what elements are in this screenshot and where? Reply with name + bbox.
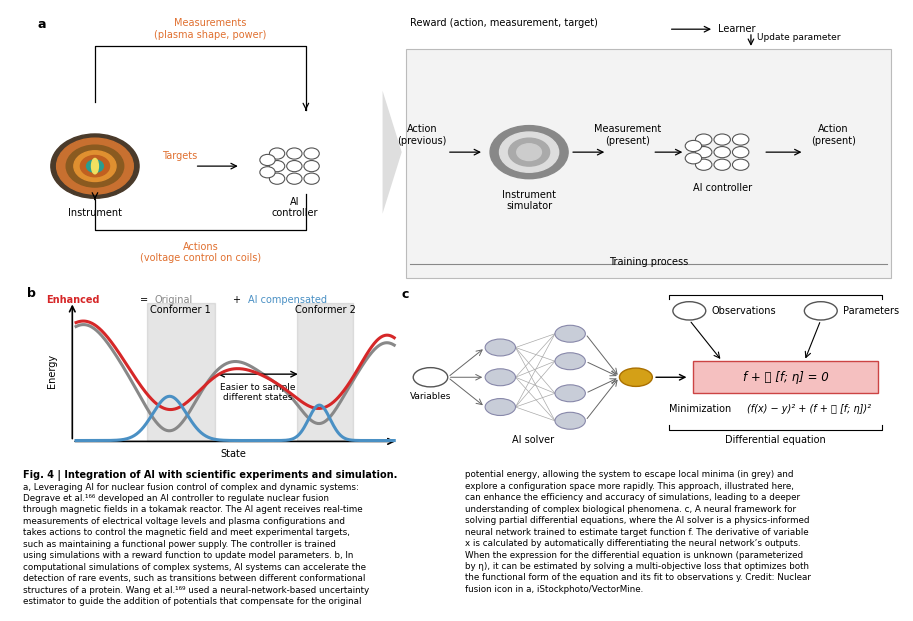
Circle shape: [509, 138, 550, 166]
Text: Enhanced: Enhanced: [46, 294, 100, 304]
Circle shape: [555, 412, 585, 429]
Text: Learner: Learner: [718, 24, 756, 34]
Text: Variables: Variables: [410, 392, 451, 401]
Text: State: State: [220, 449, 247, 459]
Text: (f(x) − y)² + (f + 픣 [f; η])²: (f(x) − y)² + (f + 픣 [f; η])²: [747, 404, 871, 414]
Text: a, Leveraging AI for nuclear fusion control of complex and dynamic systems:
Degr: a, Leveraging AI for nuclear fusion cont…: [23, 483, 369, 606]
Text: Actions
(voltage control on coils): Actions (voltage control on coils): [140, 242, 261, 263]
Ellipse shape: [91, 158, 99, 174]
Circle shape: [66, 145, 123, 187]
Circle shape: [414, 368, 447, 387]
Text: a: a: [37, 18, 46, 31]
Circle shape: [269, 160, 285, 171]
Circle shape: [287, 148, 302, 159]
Text: Targets: Targets: [162, 150, 197, 160]
Text: Energy: Energy: [47, 353, 57, 388]
Circle shape: [555, 353, 585, 369]
Circle shape: [714, 147, 730, 158]
Text: η: η: [817, 306, 824, 316]
FancyBboxPatch shape: [694, 361, 878, 393]
Text: AI solver: AI solver: [512, 435, 554, 445]
Text: AI
controller: AI controller: [271, 197, 318, 219]
Text: Original: Original: [154, 294, 193, 304]
Circle shape: [696, 134, 712, 145]
Text: Fig. 4 | Integration of AI with scientific experiments and simulation.: Fig. 4 | Integration of AI with scientif…: [23, 470, 397, 481]
Text: Training process: Training process: [609, 256, 687, 267]
Circle shape: [51, 134, 139, 198]
Text: AI compensated: AI compensated: [248, 294, 327, 304]
Circle shape: [517, 143, 541, 161]
FancyBboxPatch shape: [405, 48, 891, 278]
Circle shape: [685, 153, 701, 164]
Circle shape: [269, 173, 285, 184]
Text: Reward (action, measurement, target): Reward (action, measurement, target): [410, 18, 598, 28]
Text: y: y: [686, 306, 693, 316]
Circle shape: [80, 155, 110, 177]
Text: Measurements
(plasma shape, power): Measurements (plasma shape, power): [153, 18, 267, 40]
Text: potential energy, allowing the system to escape local minima (in grey) and
explo: potential energy, allowing the system to…: [466, 470, 812, 594]
Circle shape: [269, 148, 285, 159]
Text: Update parameter: Update parameter: [757, 33, 841, 42]
Circle shape: [685, 140, 701, 152]
Text: Instrument: Instrument: [68, 208, 122, 218]
Circle shape: [304, 173, 320, 184]
Circle shape: [74, 151, 116, 181]
Circle shape: [696, 159, 712, 170]
Circle shape: [732, 147, 749, 158]
Circle shape: [304, 160, 320, 171]
Circle shape: [555, 385, 585, 402]
Text: f: f: [634, 372, 638, 383]
Text: +: +: [234, 294, 245, 304]
Text: Easier to sample
different states: Easier to sample different states: [220, 383, 295, 402]
Text: c: c: [402, 288, 409, 301]
Circle shape: [490, 125, 568, 179]
Text: Differential equation: Differential equation: [725, 435, 826, 445]
Text: Measurement
(present): Measurement (present): [594, 124, 661, 146]
Circle shape: [287, 160, 302, 171]
Circle shape: [714, 134, 730, 145]
Text: Action
(previous): Action (previous): [397, 124, 447, 146]
Text: b: b: [27, 288, 37, 301]
Circle shape: [804, 302, 837, 320]
Polygon shape: [383, 91, 402, 214]
Circle shape: [673, 302, 706, 320]
Text: f + 픣 [f; η] = 0: f + 픣 [f; η] = 0: [743, 371, 829, 384]
Text: Minimization: Minimization: [668, 404, 731, 414]
Text: =: =: [140, 294, 151, 304]
Circle shape: [732, 134, 749, 145]
Text: x: x: [427, 372, 434, 383]
Text: Instrument
simulator: Instrument simulator: [502, 190, 556, 212]
Circle shape: [87, 160, 103, 172]
Circle shape: [696, 147, 712, 158]
Text: AI controller: AI controller: [693, 183, 751, 193]
Circle shape: [485, 399, 516, 415]
Circle shape: [287, 173, 302, 184]
Circle shape: [304, 148, 320, 159]
Text: Observations: Observations: [712, 306, 777, 316]
Circle shape: [485, 339, 516, 356]
Text: Parameters: Parameters: [844, 306, 899, 316]
Circle shape: [499, 132, 559, 172]
Circle shape: [714, 159, 730, 170]
Text: Action
(present): Action (present): [811, 124, 855, 146]
Text: Conformer 1: Conformer 1: [151, 305, 211, 315]
Circle shape: [57, 138, 133, 194]
Circle shape: [555, 325, 585, 342]
Circle shape: [485, 369, 516, 386]
Circle shape: [260, 166, 275, 178]
Circle shape: [619, 368, 652, 386]
Text: Conformer 2: Conformer 2: [295, 305, 355, 315]
Circle shape: [732, 159, 749, 170]
Circle shape: [260, 155, 275, 166]
